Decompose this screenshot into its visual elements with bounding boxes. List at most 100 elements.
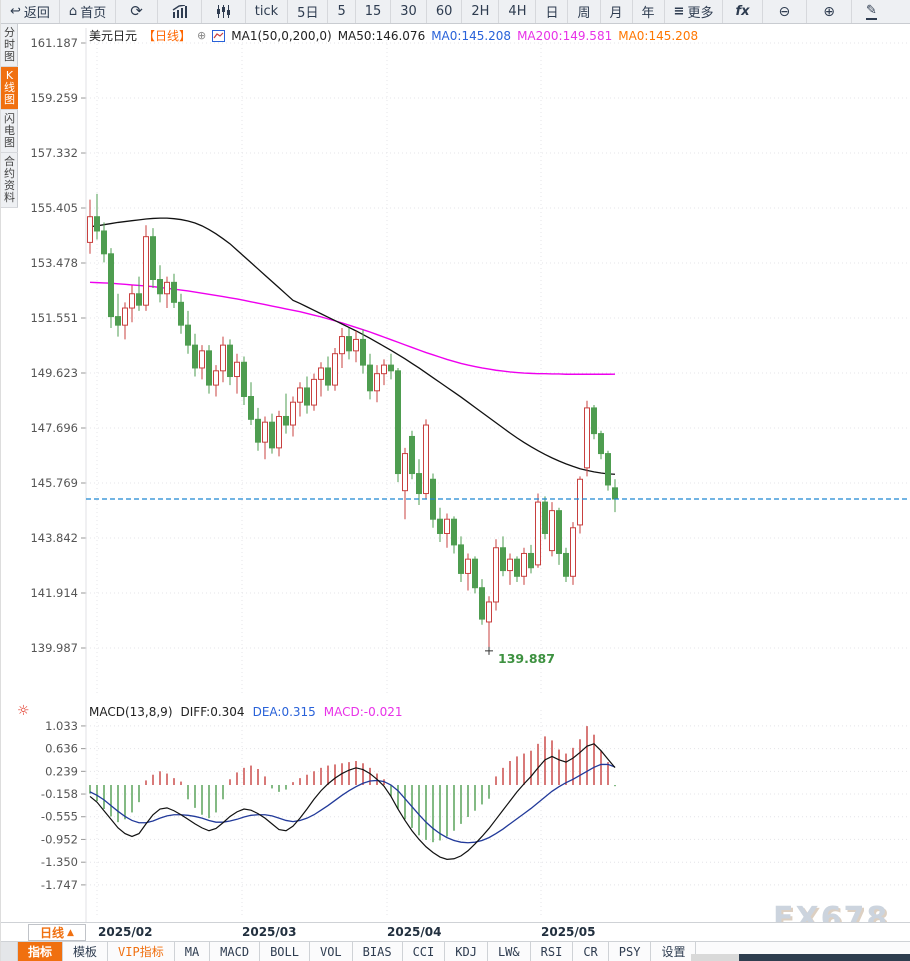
- svg-text:0.636: 0.636: [45, 742, 78, 756]
- svg-text:-0.952: -0.952: [41, 832, 78, 846]
- chart-legend: 美元日元 【日线】 ⊕ MA1(50,0,200,0) MA50:146.076…: [89, 27, 698, 44]
- sidebar: 分时图 K线图 闪电图 合约资料: [1, 24, 18, 208]
- x-tick-apr: 2025/04: [387, 925, 442, 939]
- svg-text:-0.555: -0.555: [41, 810, 78, 824]
- svg-text:141.914: 141.914: [30, 586, 78, 600]
- x-axis-row: 日线 ▲ 2025/02 2025/03 2025/04 2025/05: [1, 922, 910, 942]
- toolbar: ↩ 返回 ⌂ 首页 ⟳: [1, 0, 910, 24]
- indicator-tab-bar: 指标 模板 VIP指标 MA MACD BOLL VOL BIAS CCI KD…: [1, 942, 910, 961]
- svg-text:161.187: 161.187: [30, 36, 78, 50]
- 15min-period-button[interactable]: 15: [356, 0, 392, 23]
- mini-chart-icon[interactable]: [212, 29, 226, 42]
- candlestick-chart[interactable]: 161.187 159.259 157.332 155.405 153.478 151.5…: [1, 24, 910, 700]
- svg-text:151.551: 151.551: [30, 311, 78, 325]
- zoom-in-icon: ⊕: [823, 3, 835, 20]
- sidebar-item-kline-chart[interactable]: K线图: [1, 67, 18, 110]
- period-tag: 【日线】: [143, 29, 192, 43]
- menu-icon: ≡: [673, 4, 685, 19]
- tab-rsi[interactable]: RSI: [531, 942, 574, 961]
- horizontal-scrollbar-track[interactable]: [691, 954, 739, 961]
- bar-chart-icon: [172, 5, 187, 18]
- tab-boll[interactable]: BOLL: [260, 942, 310, 961]
- svg-text:0.239: 0.239: [45, 764, 78, 778]
- volume-view-button[interactable]: [202, 0, 246, 23]
- triangle-up-icon: ▲: [67, 927, 74, 938]
- pencil-icon: ✎: [865, 2, 877, 20]
- ma-formula: MA1(50,0,200,0): [231, 28, 332, 43]
- tab-cr[interactable]: CR: [573, 942, 609, 961]
- zoom-out-icon: ⊖: [778, 3, 791, 20]
- x-tick-may: 2025/05: [541, 925, 596, 939]
- x-tick-feb: 2025/02: [98, 925, 153, 939]
- tab-lw[interactable]: LW&: [488, 942, 531, 961]
- svg-text:-1.350: -1.350: [41, 855, 78, 869]
- ma50-value: MA50:146.076: [337, 28, 426, 43]
- svg-text:-1.747: -1.747: [41, 878, 78, 892]
- more-button[interactable]: ≡ 更多: [665, 0, 724, 23]
- symbol-name: 美元日元: [89, 29, 138, 43]
- ma0-blue-value: MA0:145.208: [431, 28, 512, 43]
- svg-text:155.405: 155.405: [30, 201, 78, 215]
- tab-bias[interactable]: BIAS: [353, 942, 403, 961]
- tab-vol[interactable]: VOL: [310, 942, 353, 961]
- sidebar-item-timeline-chart[interactable]: 分时图: [1, 24, 18, 67]
- macd-macd-value: MACD:-0.021: [323, 705, 403, 719]
- svg-text:-0.158: -0.158: [41, 787, 78, 801]
- tab-vip-indicators[interactable]: VIP指标: [108, 942, 175, 961]
- x-tick-mar: 2025/03: [242, 925, 297, 939]
- back-button[interactable]: ↩ 返回: [1, 0, 60, 23]
- tab-ma[interactable]: MA: [175, 942, 211, 961]
- macd-dea-value: DEA:0.315: [252, 705, 316, 719]
- 30min-period-button[interactable]: 30: [391, 0, 427, 23]
- zoom-out-button[interactable]: ⊖: [763, 0, 808, 23]
- svg-text:139.887: 139.887: [498, 651, 555, 666]
- 4h-period-button[interactable]: 4H: [499, 0, 537, 23]
- svg-text:159.259: 159.259: [30, 91, 78, 105]
- back-arrow-icon: ↩: [10, 4, 21, 19]
- macd-params: MACD(13,8,9): [89, 705, 173, 719]
- refresh-button[interactable]: ⟳: [116, 0, 158, 23]
- tab-indicators[interactable]: 指标: [18, 942, 64, 961]
- tab-macd[interactable]: MACD: [210, 942, 261, 961]
- svg-text:145.769: 145.769: [30, 476, 78, 490]
- ma200-value: MA200:149.581: [517, 28, 613, 43]
- period-selector[interactable]: 日线 ▲: [28, 924, 86, 941]
- year-period-button[interactable]: 年: [633, 0, 665, 23]
- 5day-period-button[interactable]: 5日: [288, 0, 329, 23]
- svg-text:147.696: 147.696: [30, 421, 78, 435]
- refresh-icon: ⟳: [130, 2, 143, 20]
- macd-legend: MACD(13,8,9) DIFF:0.304 DEA:0.315 MACD:-…: [89, 705, 403, 719]
- week-period-button[interactable]: 周: [568, 0, 601, 23]
- draw-tools-button[interactable]: ✎: [852, 0, 891, 23]
- indicator-settings-icon[interactable]: ☼: [17, 703, 30, 719]
- svg-text:143.842: 143.842: [30, 531, 78, 545]
- 5min-period-button[interactable]: 5: [328, 0, 356, 23]
- kline-view-button[interactable]: [158, 0, 202, 23]
- tab-kdj[interactable]: KDJ: [445, 942, 488, 961]
- zoom-in-button[interactable]: ⊕: [807, 0, 852, 23]
- tab-templates[interactable]: 模板: [63, 942, 109, 961]
- expand-icon[interactable]: ⊕: [197, 29, 207, 42]
- sidebar-item-contract-info[interactable]: 合约资料: [1, 153, 18, 208]
- month-period-button[interactable]: 月: [601, 0, 633, 23]
- svg-text:149.623: 149.623: [30, 366, 78, 380]
- macd-chart[interactable]: 1.033 0.636 0.239 -0.158 -0.555 -0.952 -1.350 -…: [1, 700, 910, 922]
- svg-text:157.332: 157.332: [30, 146, 78, 160]
- tab-settings[interactable]: 设置: [651, 942, 697, 961]
- 2h-period-button[interactable]: 2H: [462, 0, 500, 23]
- svg-text:139.987: 139.987: [30, 641, 78, 655]
- horizontal-scrollbar-thumb[interactable]: [739, 954, 910, 961]
- day-period-button[interactable]: 日: [536, 0, 569, 23]
- 60min-period-button[interactable]: 60: [427, 0, 463, 23]
- tab-psy[interactable]: PSY: [609, 942, 652, 961]
- tab-cci[interactable]: CCI: [403, 942, 446, 961]
- tab-corner: [1, 942, 18, 961]
- home-button[interactable]: ⌂ 首页: [60, 0, 117, 23]
- indicator-fx-button[interactable]: fx: [723, 0, 763, 23]
- tick-period-button[interactable]: tick: [246, 0, 289, 23]
- svg-text:153.478: 153.478: [30, 256, 78, 270]
- sidebar-item-flash-chart[interactable]: 闪电图: [1, 110, 18, 153]
- candlestick-icon: [216, 5, 230, 18]
- svg-text:1.033: 1.033: [45, 719, 78, 733]
